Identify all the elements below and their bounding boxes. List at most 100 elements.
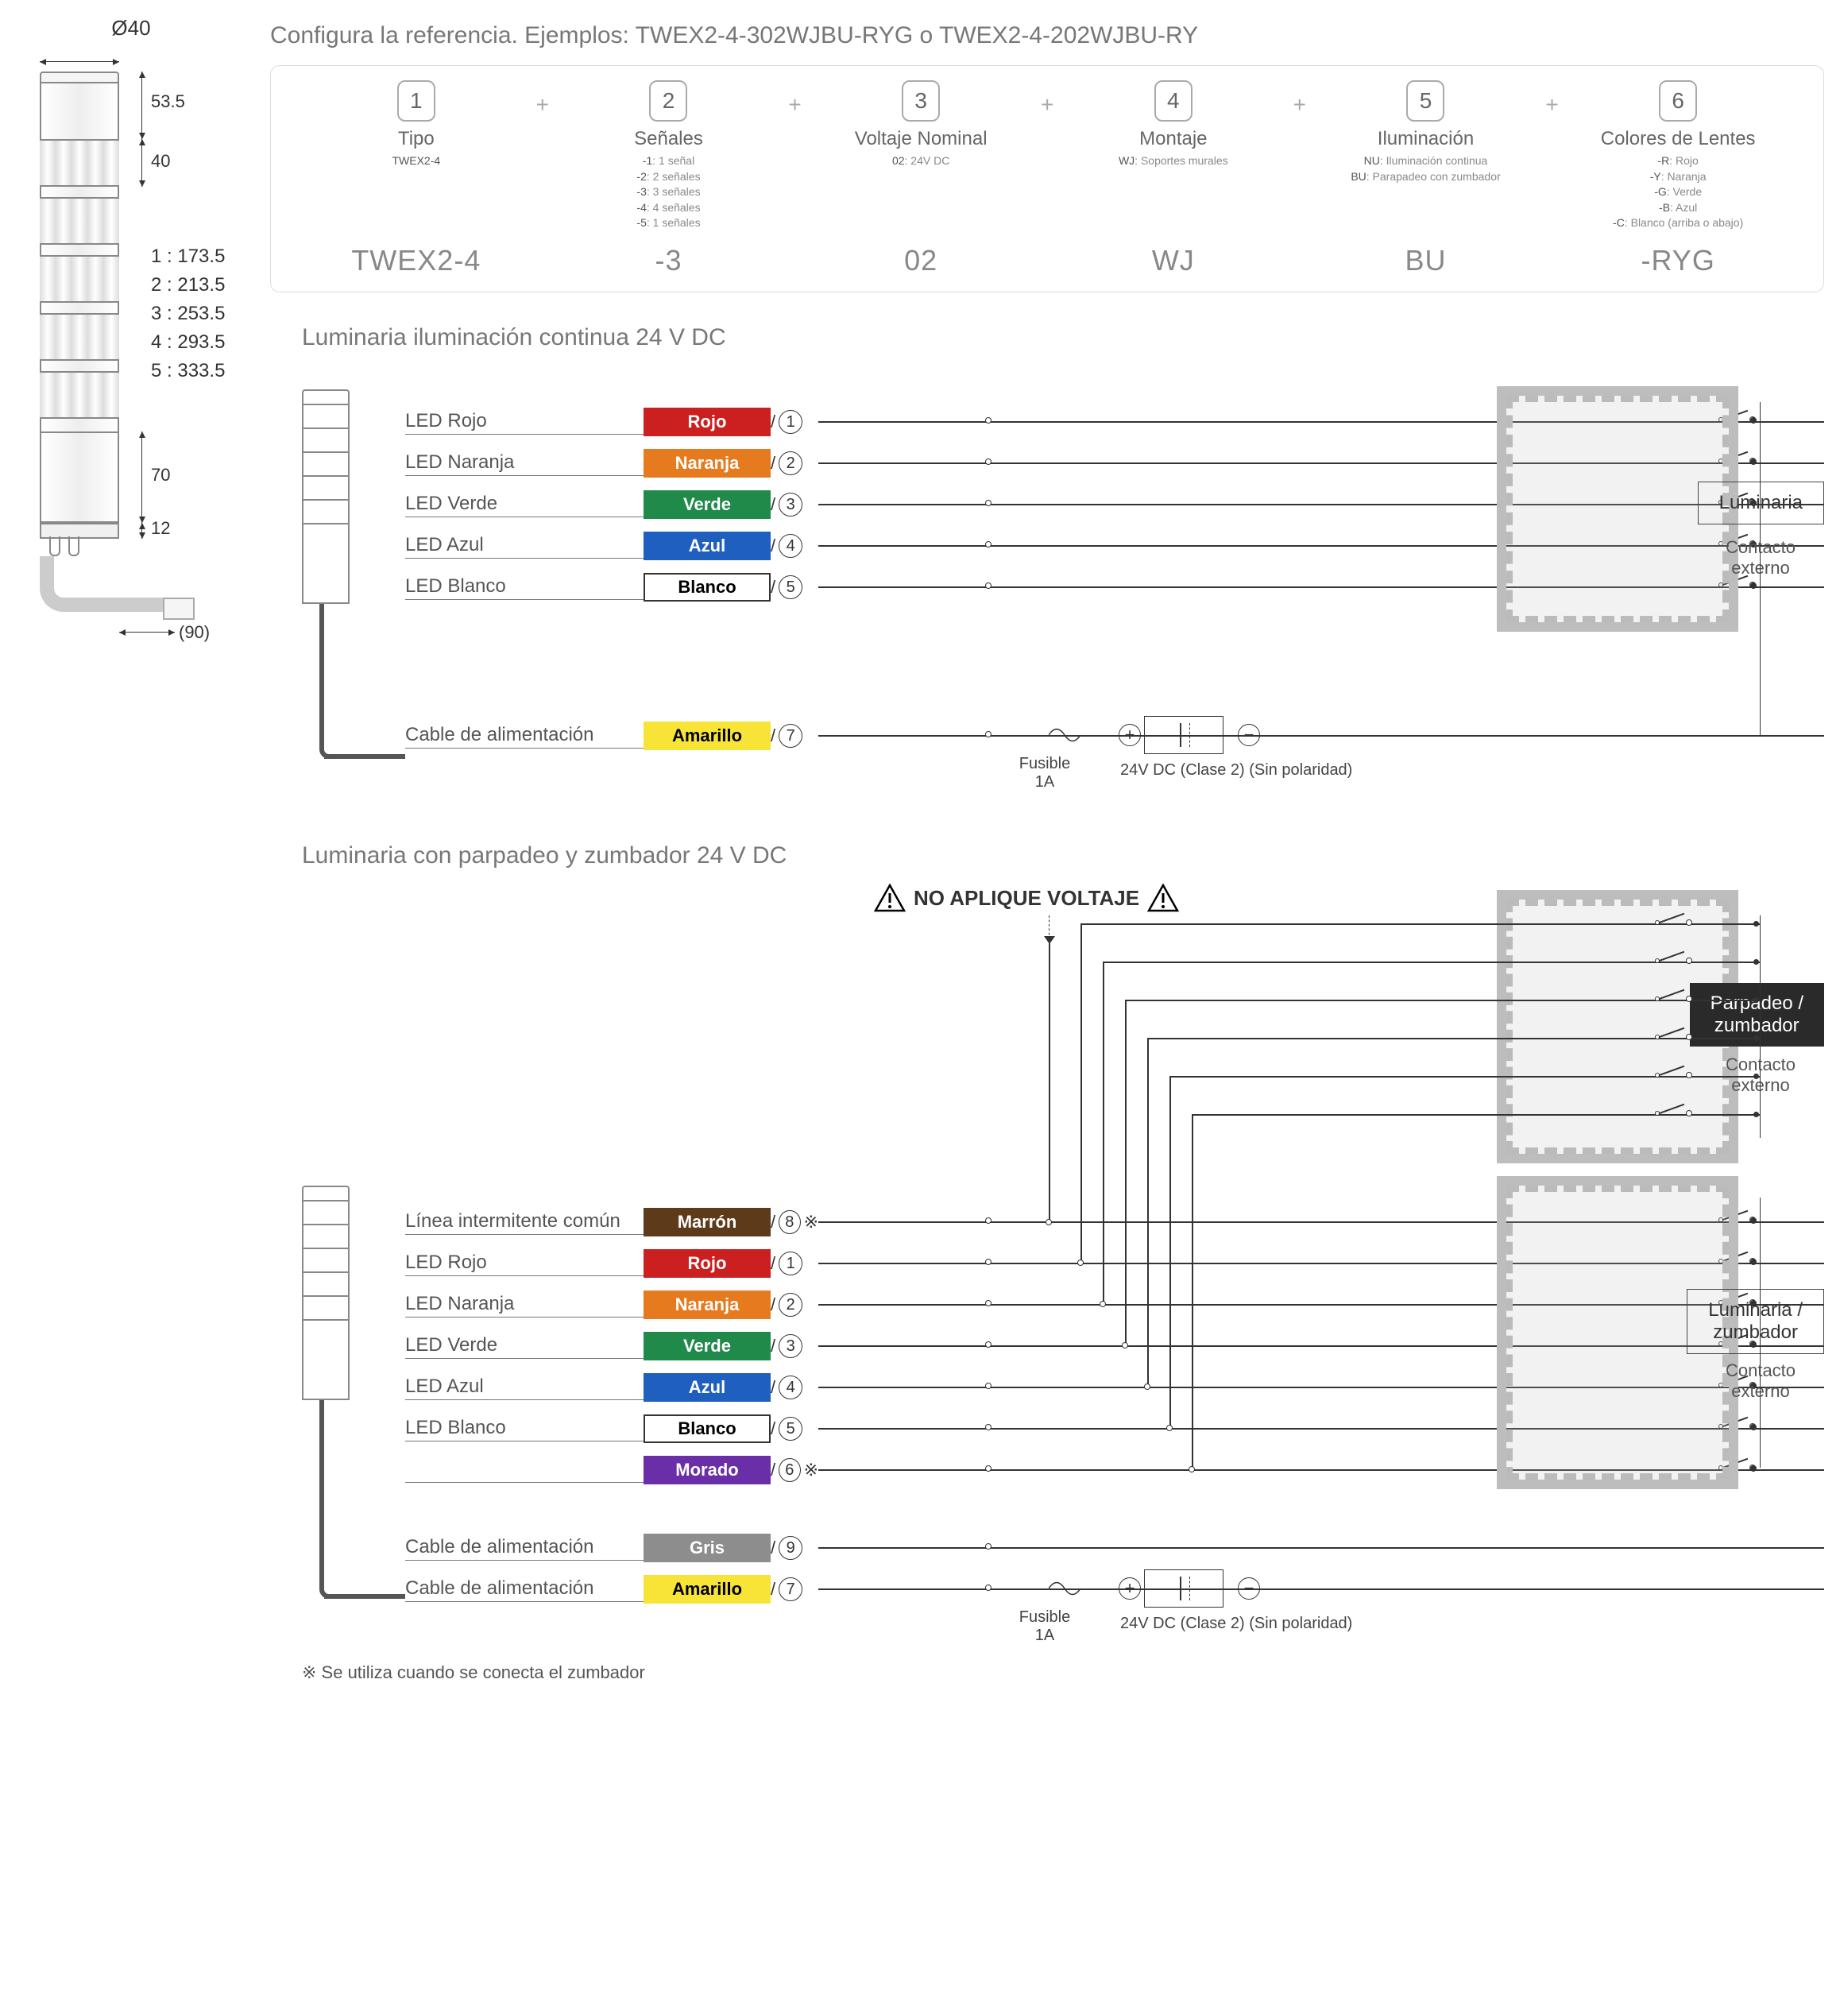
config-label: Montaje: [1047, 128, 1300, 150]
config-label: Voltaje Nominal: [794, 128, 1047, 150]
wire-number: / 6 ※: [771, 1458, 818, 1482]
wire-number: / 2: [771, 1293, 818, 1317]
wire-chip: Morado: [644, 1456, 771, 1484]
diagram2-title: Luminaria con parpadeo y zumbador 24 V D…: [302, 842, 1824, 869]
config-val: -3: [543, 244, 795, 277]
wire-number: / 2: [771, 451, 818, 475]
config-box: + 1 Tipo TWEX2-4 TWEX2-4 + 2 Señales -1:…: [270, 65, 1824, 292]
wire-number: / 4: [771, 1376, 818, 1399]
dim-cap: 53.5: [151, 91, 185, 112]
plus-icon: +: [1119, 1577, 1141, 1600]
config-col-2: + 2 Señales -1: 1 señal-2: 2 señales-3: …: [543, 80, 795, 277]
config-col-6: + 6 Colores de Lentes -R: Rojo-Y: Naranj…: [1552, 80, 1804, 277]
wire-chip: Blanco: [644, 1414, 771, 1443]
wire-chip: Verde: [644, 490, 771, 519]
wire-chip: Amarillo: [644, 722, 771, 750]
dim-elbow: (90): [179, 622, 210, 643]
wire-number: / 5: [771, 575, 818, 599]
wire-label: LED Blanco: [405, 575, 644, 600]
wire-chip: Naranja: [644, 449, 771, 478]
wire-chip: Rojo: [644, 408, 771, 436]
config-sub: -R: Rojo-Y: Naranja-G: Verde-B: Azul-C: …: [1552, 153, 1804, 241]
warning-icon: [1147, 884, 1179, 912]
psu-label: 24V DC (Clase 2) (Sin polaridad): [1120, 1615, 1352, 1633]
wire-number: / 4: [771, 534, 818, 558]
config-val: WJ: [1047, 244, 1300, 277]
config-col-4: + 4 Montaje WJ: Soportes murales WJ: [1047, 80, 1300, 277]
wire-label: LED Verde: [405, 493, 644, 517]
minus-icon: −: [1238, 1577, 1260, 1600]
mini-tower: [302, 389, 350, 604]
tower-drawing: 53.5 40 70 12 (90) 1 : 173.52 : 213.53 :…: [16, 44, 222, 648]
power-label: Cable de alimentación: [405, 724, 644, 749]
wire-label: Línea intermitente común: [405, 1210, 644, 1235]
wire-chip: Azul: [644, 532, 771, 560]
dim-base: 70: [151, 465, 170, 486]
wire-number: / 7: [771, 1577, 818, 1601]
fuse-label: Fusible 1A: [1009, 1608, 1080, 1645]
psu-label: 24V DC (Clase 2) (Sin polaridad): [1120, 761, 1352, 780]
config-sub: 02: 24V DC: [794, 153, 1047, 241]
power-line: [818, 1547, 1824, 1549]
wire-chip: Naranja: [644, 1290, 771, 1319]
diagram2-bottom-box: Luminaria /zumbador: [1687, 1289, 1824, 1354]
config-num: 6: [1659, 80, 1697, 122]
diagram2-top-sub: Contactoexterno: [1689, 1054, 1832, 1096]
fuse-label: Fusible 1A: [1009, 755, 1080, 791]
config-title: Configura la referencia. Ejemplos: TWEX2…: [270, 22, 1824, 49]
diagram2: NO APLIQUE VOLTAJE Línea intermitente co…: [302, 884, 1824, 1646]
config-col-1: + 1 Tipo TWEX2-4 TWEX2-4: [290, 80, 543, 277]
config-label: Colores de Lentes: [1552, 128, 1804, 150]
plus-icon: +: [1119, 724, 1141, 746]
wire-number: / 1: [771, 410, 818, 434]
config-val: TWEX2-4: [290, 244, 543, 277]
wire-number: / 3: [771, 493, 818, 517]
fuse-icon: [1049, 727, 1080, 743]
config-val: 02: [794, 244, 1047, 277]
wire-label: LED Naranja: [405, 1293, 644, 1318]
wire-label: LED Blanco: [405, 1417, 644, 1441]
wire-chip: Marrón: [644, 1208, 771, 1236]
power-line: + −: [818, 1588, 1824, 1590]
wire-label: LED Azul: [405, 1376, 644, 1400]
config-label: Señales: [543, 128, 795, 150]
diagram1: LED Rojo Rojo / 1 LED Naranja Naranja / …: [302, 366, 1824, 811]
diagram1-right-box: Luminaria: [1698, 482, 1824, 524]
config-label: Tipo: [290, 128, 543, 150]
wire-label: LED Rojo: [405, 1252, 644, 1276]
power-row: Cable de alimentación Amarillo / 7 + −: [405, 715, 1824, 756]
psu-icon: [1144, 716, 1223, 754]
config-num: 2: [649, 80, 687, 122]
wire-number: / 8 ※: [771, 1210, 818, 1234]
wire-number: / 5: [771, 1417, 818, 1441]
config-num: 1: [397, 80, 435, 122]
wire-chip: Rojo: [644, 1249, 771, 1278]
diagram1-right-sub: Contactoexterno: [1689, 537, 1832, 578]
power-label: Cable de alimentación: [405, 1577, 644, 1602]
power-row: Cable de alimentación Gris / 9: [405, 1527, 1824, 1569]
minus-icon: −: [1238, 724, 1260, 746]
wire-label: LED Rojo: [405, 410, 644, 435]
wire-chip: Azul: [644, 1373, 771, 1402]
wire-chip: Amarillo: [644, 1575, 771, 1604]
config-val: BU: [1300, 244, 1552, 277]
config-val: -RYG: [1552, 244, 1804, 277]
wire-number: / 9: [771, 1536, 818, 1560]
dim-seg: 40: [151, 151, 170, 172]
diagram2-bottom-sub: Contactoexterno: [1689, 1360, 1832, 1402]
wire-chip: Verde: [644, 1332, 771, 1360]
dim-foot: 12: [151, 518, 170, 539]
config-num: 5: [1406, 80, 1444, 122]
config-sub: WJ: Soportes murales: [1047, 153, 1300, 241]
config-sub: NU: Iluminación continuaBU: Parapadeo co…: [1300, 153, 1552, 241]
dimensional-drawing: Ø40 53.5 40 70 12 (90) 1: [16, 16, 246, 1683]
wire-chip: Gris: [644, 1534, 771, 1562]
wire-number: / 3: [771, 1334, 818, 1358]
warning-icon: [874, 884, 906, 912]
length-list: 1 : 173.52 : 213.53 : 253.54 : 293.55 : …: [151, 242, 225, 385]
diameter-label: Ø40: [16, 16, 246, 41]
fuse-icon: [1049, 1581, 1080, 1596]
warning: NO APLIQUE VOLTAJE: [874, 884, 1179, 912]
config-sub: TWEX2-4: [290, 153, 543, 241]
wire-label: [405, 1458, 644, 1483]
